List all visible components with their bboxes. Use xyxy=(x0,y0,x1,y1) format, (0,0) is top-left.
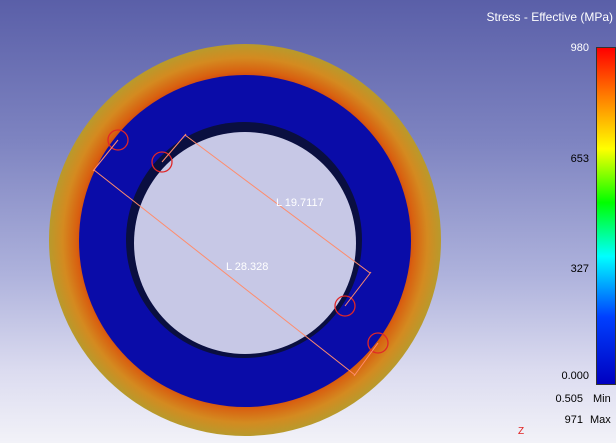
legend-tick-min: 0.000 xyxy=(561,370,589,382)
z-axis-label: Z xyxy=(518,426,525,437)
measurement-2[interactable]: L 28.328 xyxy=(92,129,389,377)
max-label: Max xyxy=(590,414,611,426)
dimension-line xyxy=(93,169,356,376)
extension-line xyxy=(92,139,119,172)
pick-marker xyxy=(151,151,173,173)
min-label: Min xyxy=(593,393,611,405)
pick-marker xyxy=(367,332,389,354)
legend-title: Stress - Effective (MPa) xyxy=(486,10,613,24)
pick-marker xyxy=(334,295,356,317)
max-value: 971 xyxy=(564,414,583,426)
extension-line xyxy=(161,133,187,163)
extension-line xyxy=(344,271,372,307)
legend-tick-max: 980 xyxy=(570,42,589,54)
measurement-1[interactable]: L 19.7117 xyxy=(151,133,372,317)
min-value: 0.505 xyxy=(555,393,583,405)
legend-tick: 653 xyxy=(570,153,589,165)
extension-line xyxy=(353,342,379,377)
hole xyxy=(134,132,356,354)
measurement-label: L 19.7117 xyxy=(276,197,324,209)
legend-tick: 327 xyxy=(570,263,589,275)
color-legend-bar xyxy=(596,47,616,385)
dimension-line xyxy=(184,134,371,274)
measurement-label: L 28.328 xyxy=(226,261,268,273)
pick-marker xyxy=(107,129,129,151)
